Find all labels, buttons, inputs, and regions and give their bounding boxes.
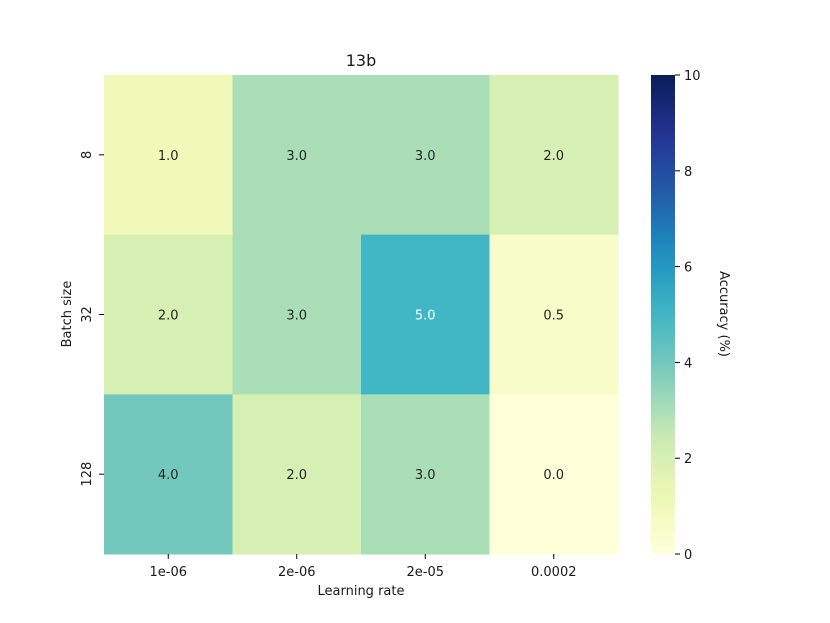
colorbar-tick-label: 4 <box>684 356 692 371</box>
heatmap-cell <box>232 234 362 395</box>
heatmap-cell <box>361 234 490 395</box>
cell-value-label: 0.5 <box>543 309 564 324</box>
cell-value-label: 3.0 <box>415 468 436 483</box>
x-axis-label: Learning rate <box>318 584 405 599</box>
colorbar-axis: 0 2 4 6 8 10 <box>675 69 701 563</box>
y-axis: 8 32 128 <box>80 151 104 487</box>
heatmap-cell <box>361 75 490 236</box>
cell-value-label: 2.0 <box>158 309 179 324</box>
heatmap-cell <box>104 394 233 555</box>
heatmap-cell <box>232 394 362 555</box>
heatmap-cell <box>489 75 619 236</box>
chart-title: 13b <box>346 51 377 70</box>
y-tick-label: 8 <box>80 151 95 159</box>
cell-value-label: 4.0 <box>158 468 179 483</box>
cell-value-label: 2.0 <box>543 149 564 164</box>
cell-value-label: 3.0 <box>286 309 307 324</box>
colorbar-tick-label: 10 <box>684 69 701 84</box>
colorbar-label: Accuracy (%) <box>716 271 731 357</box>
cell-value-label: 5.0 <box>415 309 436 324</box>
heatmap-cell <box>489 394 619 555</box>
x-tick-label: 1e-06 <box>149 565 187 580</box>
colorbar-tick-label: 2 <box>684 452 692 467</box>
y-tick-label: 32 <box>80 306 95 323</box>
heatmap-cell <box>104 234 233 395</box>
colorbar <box>651 75 675 554</box>
cell-value-label: 1.0 <box>158 149 179 164</box>
heatmap-cell <box>489 234 619 395</box>
heatmap-cell <box>361 394 490 555</box>
cell-value-label: 3.0 <box>286 149 307 164</box>
cell-value-label: 3.0 <box>415 149 436 164</box>
y-tick-label: 128 <box>80 462 95 487</box>
colorbar-tick-label: 6 <box>684 261 692 276</box>
y-axis-label: Batch size <box>60 281 75 348</box>
x-tick-label: 2e-05 <box>406 565 444 580</box>
cell-value-label: 0.0 <box>543 468 564 483</box>
heatmap-cell <box>104 75 233 236</box>
colorbar-tick-label: 8 <box>684 165 692 180</box>
colorbar-tick-label: 0 <box>684 548 692 563</box>
x-tick-label: 0.0002 <box>531 565 577 580</box>
heatmap-cell <box>232 75 362 236</box>
x-tick-label: 2e-06 <box>278 565 316 580</box>
x-axis: 1e-06 2e-06 2e-05 0.0002 <box>149 554 577 580</box>
heatmap-cells: 1.0 3.0 3.0 2.0 2.0 3.0 5.0 0.5 4.0 2.0 3.0 0.0 <box>104 75 619 555</box>
cell-value-label: 2.0 <box>286 468 307 483</box>
